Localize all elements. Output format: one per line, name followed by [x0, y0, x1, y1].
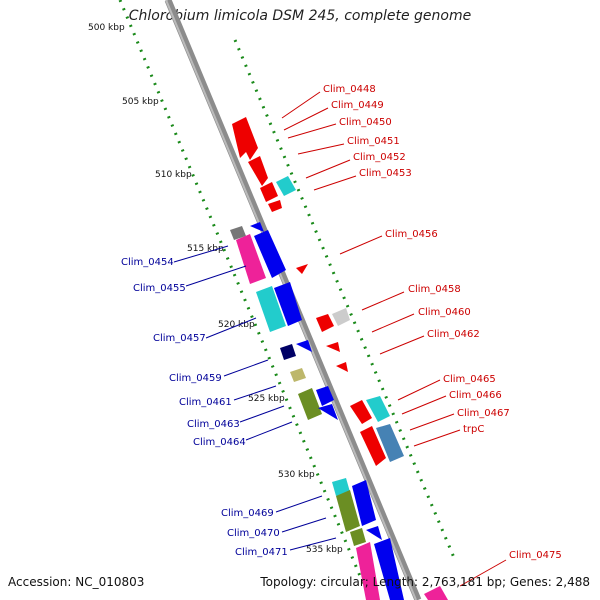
gene-clim-0469b[interactable]	[352, 480, 376, 526]
reverse-gene-label-text: Clim_0454 Clim_0455 Clim_0457 Clim_0459 …	[121, 257, 288, 558]
gene-clim-0471b[interactable]	[366, 526, 382, 540]
gene-clim-0463a[interactable]	[298, 388, 322, 420]
gene-label[interactable]: Clim_0461	[179, 397, 232, 408]
gene-clim-0458a[interactable]	[316, 314, 334, 332]
gene-clim-0472a[interactable]	[356, 542, 380, 600]
gene-label[interactable]: Clim_0456	[385, 229, 438, 240]
gene-clim-0462[interactable]	[336, 362, 348, 372]
gene-clim-0455b[interactable]	[254, 230, 286, 278]
gene-clim-0448[interactable]	[232, 117, 258, 160]
gene-label[interactable]: trpC	[463, 424, 484, 435]
gene-clim-0461[interactable]	[290, 368, 306, 382]
gene-label[interactable]: Clim_0475	[509, 550, 562, 561]
scale-label: 530 kbp	[278, 470, 315, 480]
scale-label: 525 kbp	[248, 394, 285, 404]
gene-clim-0452[interactable]	[276, 176, 296, 196]
gene-clim-0470[interactable]	[336, 490, 360, 532]
gene-clim-0465[interactable]	[350, 400, 372, 424]
gene-clim-0466[interactable]	[366, 396, 390, 422]
scale-labels: 500 kbp 505 kbp 510 kbp 515 kbp 520 kbp …	[88, 23, 343, 555]
gene-label[interactable]: Clim_0457	[153, 333, 206, 344]
gene-clim-0475[interactable]	[424, 586, 448, 600]
gene-label[interactable]: Clim_0454	[121, 257, 174, 268]
gene-label[interactable]: Clim_0451	[347, 136, 400, 147]
gene-clim-0449[interactable]	[248, 156, 268, 186]
gene-clim-0464[interactable]	[318, 404, 338, 420]
scale-label: 520 kbp	[218, 320, 255, 330]
gene-label[interactable]: Clim_0449	[331, 100, 384, 111]
scale-label: 505 kbp	[122, 97, 159, 107]
reverse-genes	[230, 222, 404, 600]
gene-label[interactable]: Clim_0463	[187, 419, 240, 430]
gene-label[interactable]: Clim_0466	[449, 390, 502, 401]
gene-clim-0460[interactable]	[326, 342, 340, 352]
scale-label: 535 kbp	[306, 545, 343, 555]
gene-clim-0454b[interactable]	[250, 222, 264, 232]
gene-label[interactable]: Clim_0467	[457, 408, 510, 419]
scale-label: 515 kbp	[187, 244, 224, 254]
gene-clim-0463b[interactable]	[316, 386, 334, 406]
forward-genes	[232, 117, 448, 600]
gene-clim-0458b[interactable]	[332, 308, 350, 326]
gene-clim-0459b[interactable]	[296, 340, 312, 352]
gene-label[interactable]: Clim_0464	[193, 437, 246, 448]
gene-label[interactable]: Clim_0470	[227, 528, 280, 539]
gene-clim-0471[interactable]	[350, 528, 366, 546]
genome-title: Chlorobium limicola DSM 245, complete ge…	[128, 8, 472, 24]
gene-clim-0451[interactable]	[268, 200, 282, 212]
reverse-gene-leaders	[173, 245, 337, 551]
accession-text: Accession: NC_010803	[8, 575, 145, 589]
gene-label[interactable]: Clim_0453	[359, 168, 412, 179]
gene-label[interactable]: Clim_0471	[235, 547, 288, 558]
gene-clim-0457b[interactable]	[274, 282, 302, 326]
gene-label[interactable]: Clim_0469	[221, 508, 274, 519]
scale-line-left	[118, 0, 372, 600]
genome-summary-text: Topology: circular; Length: 2,763,181 bp…	[260, 575, 590, 589]
gene-clim-0455a[interactable]	[236, 234, 266, 284]
scale-label: 510 kbp	[155, 170, 192, 180]
gene-trpc[interactable]	[376, 424, 404, 462]
scale-label: 500 kbp	[88, 23, 125, 33]
forward-gene-labels	[281, 91, 507, 587]
gene-label[interactable]: Clim_0450	[339, 117, 392, 128]
gene-label[interactable]: Clim_0465	[443, 374, 496, 385]
gene-clim-0450[interactable]	[260, 182, 278, 202]
gene-label[interactable]: Clim_0452	[353, 152, 406, 163]
gene-label[interactable]: Clim_0459	[169, 373, 222, 384]
forward-gene-label-text: Clim_0448 Clim_0449 Clim_0450 Clim_0451 …	[323, 84, 562, 561]
gene-clim-0459a[interactable]	[280, 344, 296, 360]
gene-clim-0469a[interactable]	[332, 478, 350, 496]
gene-label[interactable]: Clim_0460	[418, 307, 471, 318]
gene-label[interactable]: Clim_0462	[427, 329, 480, 340]
gene-clim-0472b[interactable]	[374, 538, 404, 600]
gene-clim-0454a[interactable]	[230, 226, 246, 240]
gene-clim-0467[interactable]	[360, 426, 386, 466]
gene-label[interactable]: Clim_0448	[323, 84, 376, 95]
gene-label[interactable]: Clim_0455	[133, 283, 186, 294]
gene-clim-0456[interactable]	[296, 264, 308, 274]
gene-clim-0457a[interactable]	[256, 286, 286, 332]
gene-label[interactable]: Clim_0458	[408, 284, 461, 295]
